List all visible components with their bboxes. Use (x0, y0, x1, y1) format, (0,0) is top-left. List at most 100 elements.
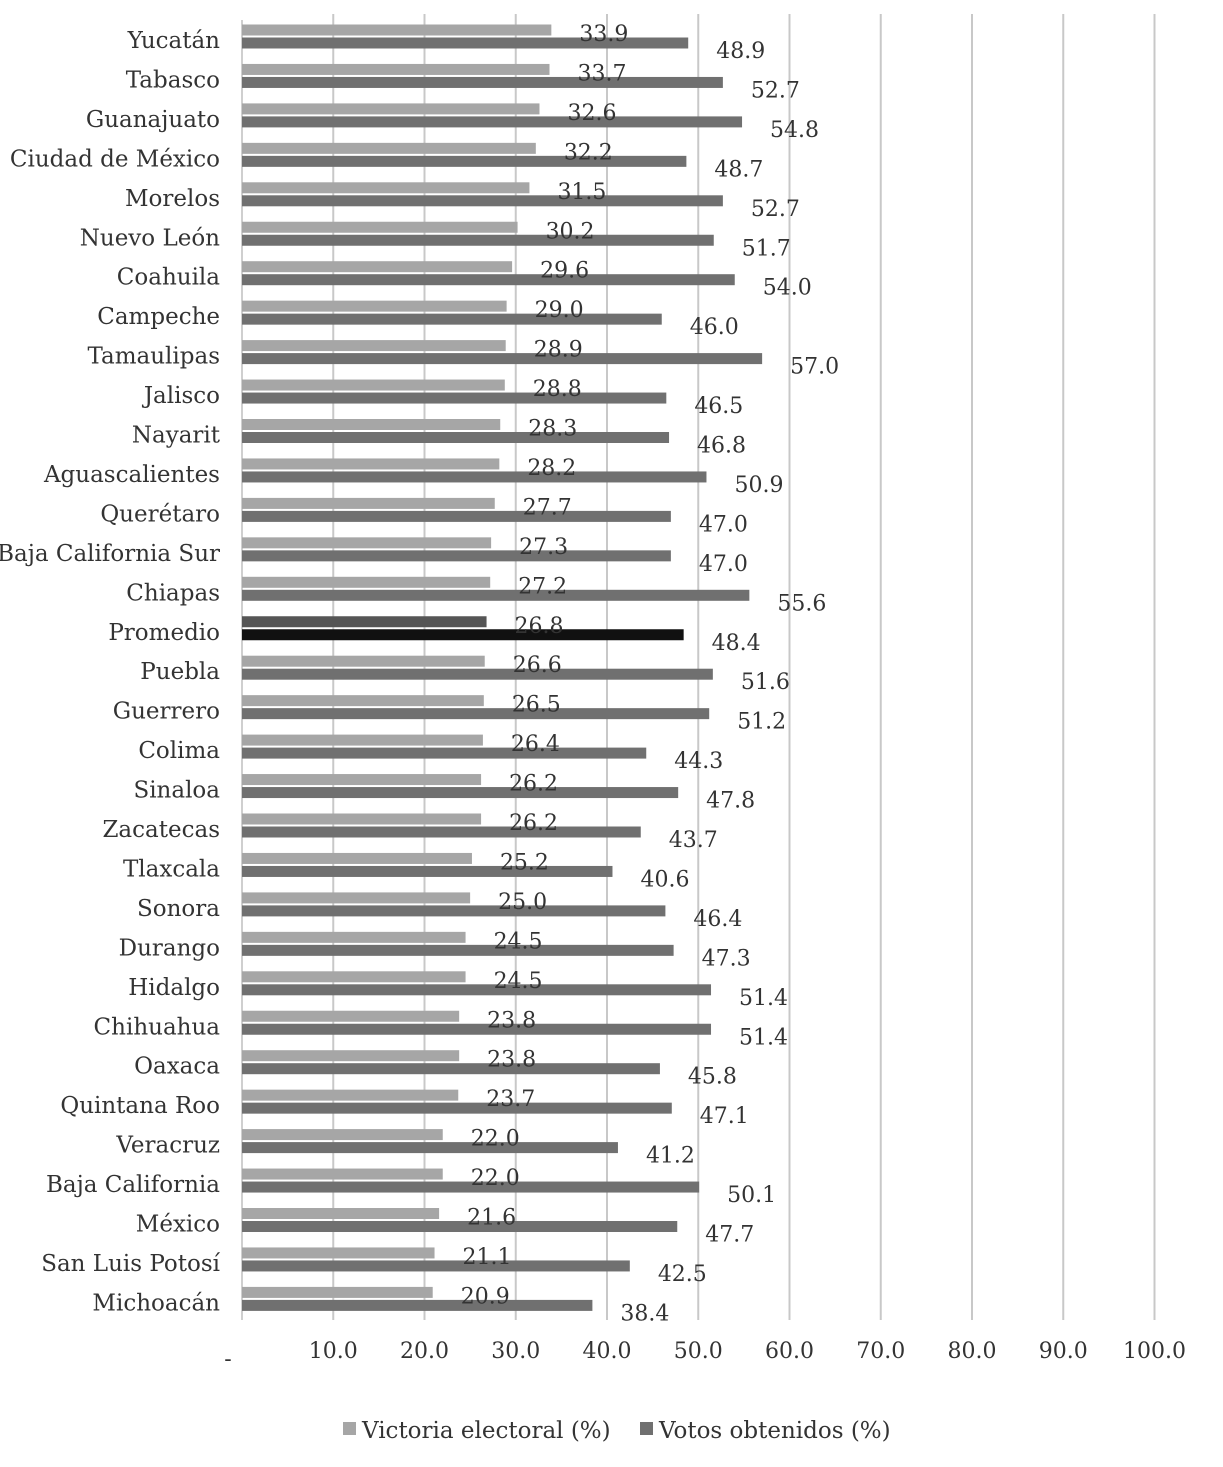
legend-swatch-1 (640, 1422, 653, 1435)
x-tick-label-50: 50.0 (674, 1339, 723, 1364)
bar-votos-10 (242, 432, 670, 443)
value-label-victoria-3: 32.2 (564, 140, 613, 165)
category-label-14: Chiapas (126, 580, 220, 606)
category-label-19: Sinaloa (133, 778, 220, 804)
bar-victoria-6 (242, 261, 513, 273)
bar-victoria-21 (242, 852, 472, 864)
value-label-votos-19: 47.8 (706, 789, 755, 814)
x-tick-label-30: 30.0 (491, 1339, 540, 1364)
bar-votos-0 (242, 37, 689, 49)
bar-votos-29 (242, 1181, 700, 1193)
bar-votos-26 (242, 1063, 660, 1075)
bar-votos-23 (242, 944, 674, 956)
bar-votos-1 (242, 76, 723, 88)
bar-victoria-13 (242, 537, 492, 549)
value-label-votos-18: 44.3 (674, 749, 723, 774)
category-label-12: Querétaro (100, 501, 220, 527)
value-label-votos-24: 51.4 (739, 986, 788, 1011)
bar-votos-20 (242, 826, 641, 838)
x-tick-label-0: - (224, 1347, 231, 1372)
bar-votos-18 (242, 747, 647, 759)
bar-victoria-18 (242, 734, 483, 746)
bar-victoria-7 (242, 300, 507, 312)
x-tick-label-80: 80.0 (948, 1339, 997, 1364)
value-label-victoria-8: 28.9 (534, 338, 583, 363)
bar-victoria-26 (242, 1050, 460, 1062)
value-label-victoria-21: 25.2 (500, 850, 549, 875)
value-label-votos-7: 46.0 (690, 315, 739, 340)
bar-votos-6 (242, 274, 735, 286)
value-label-votos-13: 47.0 (699, 552, 748, 577)
value-label-victoria-4: 31.5 (557, 180, 606, 205)
category-label-2: Guanajuato (86, 107, 220, 133)
bar-votos-4 (242, 195, 723, 207)
category-label-26: Oaxaca (134, 1054, 220, 1080)
value-label-votos-15: 48.4 (712, 631, 761, 656)
bar-victoria-0 (242, 24, 552, 36)
bar-victoria-8 (242, 340, 506, 352)
bar-victoria-1 (242, 63, 550, 75)
value-label-votos-1: 52.7 (751, 78, 800, 103)
value-label-votos-2: 54.8 (770, 118, 819, 143)
value-label-victoria-1: 33.7 (578, 61, 627, 86)
bar-votos-15 (242, 629, 684, 641)
category-label-27: Quintana Roo (60, 1093, 220, 1119)
category-label-10: Nayarit (132, 423, 221, 449)
value-label-victoria-30: 21.6 (467, 1206, 516, 1231)
value-label-votos-5: 51.7 (742, 236, 791, 261)
bar-victoria-9 (242, 379, 505, 391)
bar-votos-2 (242, 116, 743, 128)
value-label-victoria-2: 32.6 (567, 101, 616, 126)
bar-victoria-5 (242, 221, 518, 233)
bar-votos-27 (242, 1102, 672, 1114)
value-label-victoria-20: 26.2 (509, 811, 558, 836)
bar-votos-28 (242, 1142, 618, 1154)
bar-victoria-16 (242, 655, 485, 667)
bar-victoria-27 (242, 1089, 459, 1101)
category-label-17: Guerrero (113, 699, 220, 725)
category-label-16: Puebla (140, 659, 220, 685)
x-tick-label-60: 60.0 (765, 1339, 814, 1364)
category-label-25: Chihuahua (94, 1014, 221, 1040)
legend-label-0: Victoria electoral (%) (361, 1418, 611, 1444)
bar-victoria-32 (242, 1286, 433, 1298)
bar-votos-17 (242, 708, 710, 720)
category-label-30: México (136, 1212, 220, 1238)
x-tick-label-10: 10.0 (309, 1339, 358, 1364)
value-label-victoria-16: 26.6 (513, 653, 562, 678)
value-label-votos-25: 51.4 (739, 1025, 788, 1050)
value-label-votos-21: 40.6 (640, 867, 689, 892)
category-label-21: Tlaxcala (123, 856, 220, 882)
value-label-victoria-31: 21.1 (463, 1245, 512, 1270)
category-label-5: Nuevo León (80, 225, 220, 251)
category-label-22: Sonora (137, 896, 220, 922)
category-label-31: San Luis Potosí (41, 1251, 220, 1277)
bar-votos-3 (242, 155, 687, 167)
value-label-victoria-14: 27.2 (518, 574, 567, 599)
value-label-votos-27: 47.1 (700, 1104, 749, 1129)
labels: Yucatán 33.9 48.9 Tabasco 33.7 52.7 Guanajuato… (0, 22, 839, 1326)
value-label-victoria-27: 23.7 (486, 1087, 535, 1112)
value-label-votos-0: 48.9 (716, 39, 765, 64)
category-label-1: Tabasco (126, 67, 220, 93)
gridlines (241, 14, 1156, 1320)
value-label-victoria-24: 24.5 (494, 969, 543, 994)
bar-victoria-4 (242, 182, 530, 194)
bar-victoria-12 (242, 497, 495, 509)
value-label-votos-12: 47.0 (699, 512, 748, 537)
bar-victoria-25 (242, 1010, 460, 1022)
category-label-6: Coahuila (117, 265, 220, 291)
bar-votos-5 (242, 234, 714, 246)
bar-victoria-19 (242, 774, 482, 786)
bar-victoria-11 (242, 458, 500, 470)
value-label-victoria-18: 26.4 (511, 732, 560, 757)
bar-victoria-20 (242, 813, 482, 825)
value-label-victoria-12: 27.7 (523, 495, 572, 520)
category-label-0: Yucatán (127, 28, 221, 54)
value-label-votos-26: 45.8 (688, 1065, 737, 1090)
value-label-victoria-23: 24.5 (494, 929, 543, 954)
value-label-victoria-10: 28.3 (528, 417, 577, 442)
value-label-votos-17: 51.2 (737, 710, 786, 735)
category-label-32: Michoacán (92, 1290, 220, 1316)
category-label-28: Veracruz (115, 1133, 220, 1159)
